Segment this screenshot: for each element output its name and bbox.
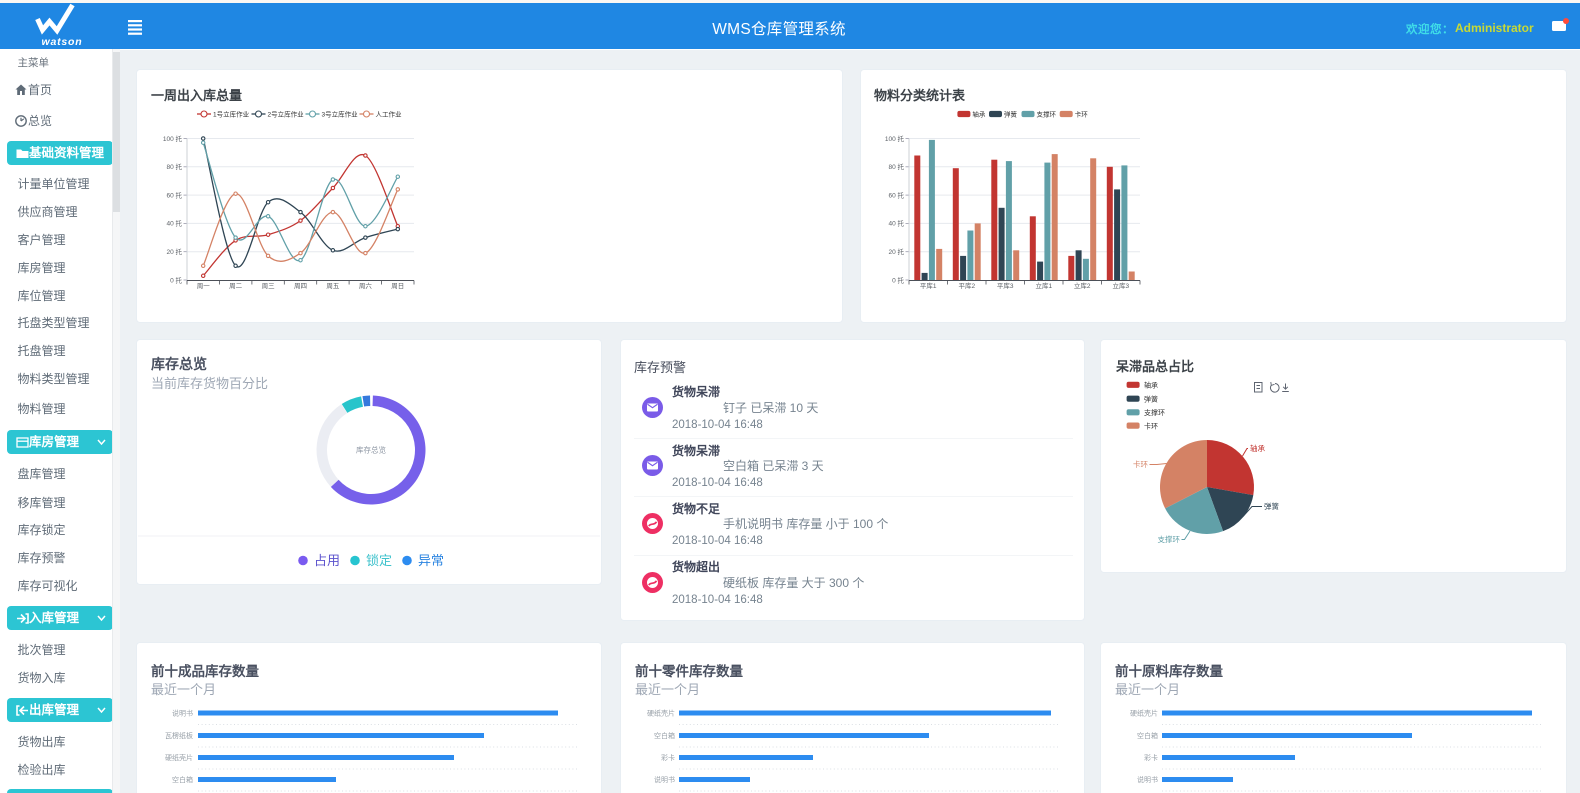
svg-text:0 托: 0 托	[892, 275, 904, 284]
svg-text:周六: 周六	[359, 281, 373, 290]
svg-text:锁定: 锁定	[366, 553, 392, 568]
svg-text:周三: 周三	[262, 282, 276, 290]
svg-text:彩卡: 彩卡	[661, 753, 675, 762]
svg-text:80 托: 80 托	[166, 162, 182, 171]
svg-text:100 托: 100 托	[163, 134, 183, 143]
svg-text:卡环: 卡环	[1133, 459, 1149, 469]
svg-text:平库2: 平库2	[958, 281, 975, 290]
svg-text:2号立库作业: 2号立库作业	[268, 109, 305, 118]
svg-text:3号立库作业: 3号立库作业	[322, 109, 359, 118]
svg-text:库存总览: 库存总览	[356, 445, 386, 455]
svg-text:立库1: 立库1	[1035, 281, 1052, 290]
svg-text:周四: 周四	[294, 282, 307, 290]
svg-text:60 托: 60 托	[888, 190, 904, 199]
svg-text:20 托: 20 托	[166, 247, 182, 256]
svg-text:硬纸壳片: 硬纸壳片	[647, 709, 675, 718]
svg-text:彩卡: 彩卡	[1144, 753, 1158, 762]
svg-text:说明书: 说明书	[654, 775, 675, 784]
svg-text:轴承: 轴承	[1144, 381, 1158, 390]
svg-text:周日: 周日	[391, 282, 404, 290]
svg-text:60 托: 60 托	[166, 190, 182, 199]
svg-text:弹簧: 弹簧	[1004, 109, 1018, 118]
svg-text:硬纸壳片: 硬纸壳片	[165, 753, 193, 762]
svg-text:卡环: 卡环	[1144, 421, 1158, 430]
svg-text:弹簧: 弹簧	[1264, 501, 1280, 511]
svg-text:人工作业: 人工作业	[376, 109, 403, 118]
svg-text:立库3: 立库3	[1112, 281, 1129, 290]
svg-text:平库3: 平库3	[997, 281, 1014, 290]
svg-text:弹簧: 弹簧	[1144, 394, 1158, 403]
svg-text:平库1: 平库1	[920, 281, 937, 290]
svg-text:40 托: 40 托	[166, 219, 182, 228]
svg-text:空白箱: 空白箱	[1137, 731, 1158, 740]
svg-text:异常: 异常	[418, 553, 444, 568]
svg-text:0 托: 0 托	[170, 275, 182, 284]
svg-text:支撑环: 支撑环	[1158, 534, 1181, 544]
svg-text:空白箱: 空白箱	[654, 731, 675, 740]
svg-text:周五: 周五	[326, 282, 340, 290]
svg-text:支撑环: 支撑环	[1037, 109, 1057, 118]
svg-text:40 托: 40 托	[888, 219, 904, 228]
svg-text:watson: watson	[42, 36, 83, 48]
svg-text:20 托: 20 托	[888, 247, 904, 256]
svg-text:空白箱: 空白箱	[172, 775, 193, 784]
svg-text:轴承: 轴承	[972, 109, 986, 118]
svg-text:100 托: 100 托	[885, 134, 905, 143]
svg-text:说明书: 说明书	[1137, 775, 1158, 784]
svg-text:硬纸壳片: 硬纸壳片	[1130, 709, 1158, 718]
svg-text:瓦楞纸板: 瓦楞纸板	[165, 731, 193, 740]
svg-text:卡环: 卡环	[1075, 109, 1089, 118]
svg-text:周二: 周二	[229, 282, 243, 290]
svg-text:说明书: 说明书	[172, 709, 193, 718]
svg-text:支撑环: 支撑环	[1144, 408, 1165, 417]
svg-text:1号立库作业: 1号立库作业	[213, 109, 250, 118]
svg-text:占用: 占用	[314, 553, 340, 568]
svg-text:80 托: 80 托	[888, 162, 904, 171]
svg-text:周一: 周一	[197, 282, 211, 290]
svg-text:立库2: 立库2	[1074, 281, 1091, 290]
svg-text:轴承: 轴承	[1250, 443, 1266, 453]
